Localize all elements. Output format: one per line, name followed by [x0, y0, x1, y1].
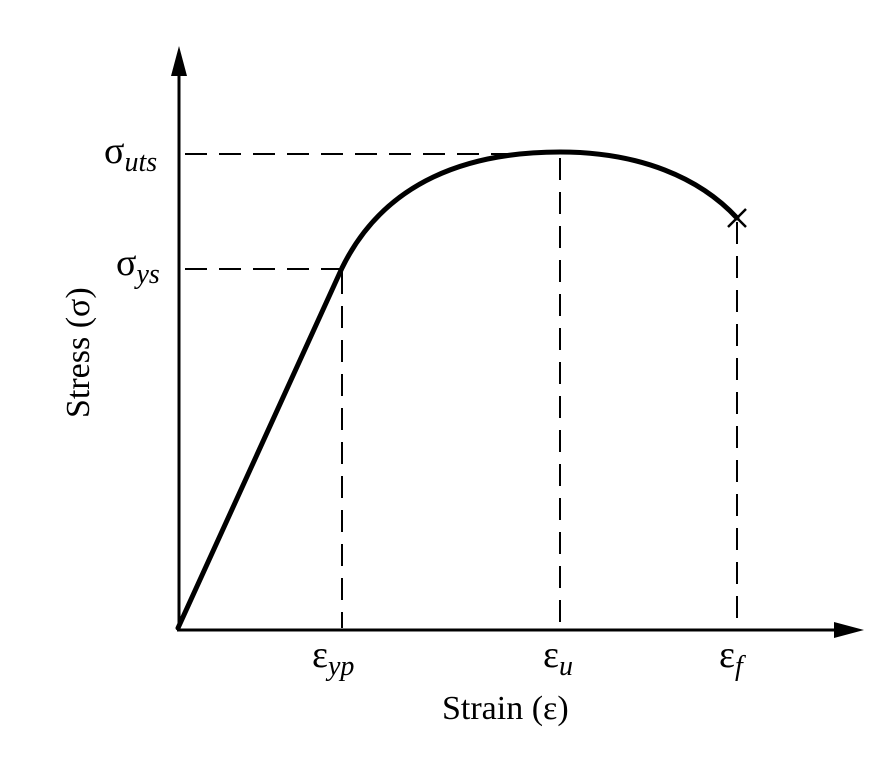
y-axis-arrow-icon	[171, 46, 187, 76]
epsilon-symbol: ε	[719, 634, 735, 676]
subscript: ys	[136, 259, 160, 290]
sigma-symbol: σ	[104, 130, 125, 172]
subscript: yp	[327, 651, 355, 682]
subscript: f	[734, 651, 743, 682]
epsilon-symbol: ε	[543, 634, 559, 676]
epsilon-symbol: ε	[312, 634, 328, 676]
x-axis-arrow-icon	[834, 622, 864, 638]
fracture-x-icon	[727, 208, 747, 228]
subscript: u	[558, 651, 573, 682]
label-sigma-uts: σuts	[104, 130, 157, 177]
subscript: uts	[124, 147, 158, 178]
x-axis	[177, 622, 864, 638]
x-axis-title: Strain (ε)	[442, 690, 569, 727]
label-eps-f: εf	[719, 634, 743, 681]
label-sigma-ys: σys	[116, 242, 160, 289]
y-axis	[171, 46, 187, 629]
label-eps-u: εu	[543, 634, 573, 681]
guide-lines	[185, 153, 738, 628]
y-axis-title: Stress (σ)	[60, 287, 97, 418]
stress-strain-curve	[175, 149, 740, 631]
label-eps-yp: εyp	[312, 634, 354, 681]
sigma-symbol: σ	[116, 242, 137, 284]
